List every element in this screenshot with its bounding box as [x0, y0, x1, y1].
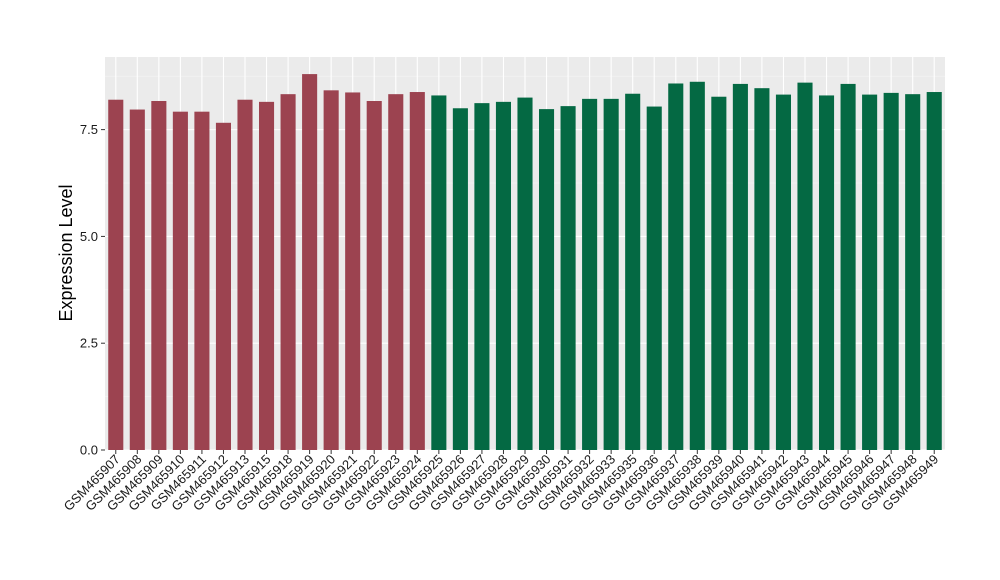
bar-GSM465928 [495, 101, 511, 450]
bar-GSM465937 [668, 83, 684, 451]
bar-GSM465907 [108, 99, 124, 450]
bar-GSM465912 [215, 122, 231, 450]
y-axis-title: Expression Level [56, 184, 76, 321]
bar-GSM465946 [862, 94, 878, 450]
bar-GSM465935 [625, 93, 641, 451]
bar-GSM465943 [797, 82, 813, 450]
bar-GSM465909 [151, 100, 167, 451]
bar-GSM465929 [517, 97, 533, 451]
bar-GSM465936 [646, 106, 662, 450]
bar-GSM465942 [775, 94, 791, 450]
bar-GSM465918 [280, 94, 296, 451]
bar-GSM465913 [237, 99, 253, 450]
y-tick-label: 0.0 [80, 443, 98, 458]
bar-GSM465922 [366, 100, 382, 451]
bar-GSM465941 [754, 88, 770, 451]
bar-GSM465948 [905, 94, 921, 451]
bar-GSM465949 [926, 92, 942, 450]
bar-GSM465938 [689, 81, 705, 450]
bar-GSM465925 [431, 95, 447, 451]
bars [108, 74, 942, 451]
bar-GSM465926 [452, 108, 468, 451]
bar-GSM465915 [259, 101, 275, 450]
bar-GSM465930 [539, 109, 555, 450]
bar-GSM465920 [323, 90, 339, 450]
y-tick-label: 2.5 [80, 336, 98, 351]
bar-GSM465947 [883, 92, 899, 451]
bar-GSM465910 [172, 111, 188, 451]
bar-GSM465932 [582, 98, 598, 451]
bar-GSM465945 [840, 83, 856, 450]
y-tick-label: 5.0 [80, 229, 98, 244]
bar-GSM465940 [732, 83, 748, 450]
bar-GSM465919 [302, 74, 318, 450]
y-tick-label: 7.5 [80, 122, 98, 137]
bar-GSM465911 [194, 111, 210, 451]
y-axis: 0.0 2.5 5.0 7.5 [80, 122, 105, 458]
bar-GSM465923 [388, 94, 404, 451]
bar-GSM465944 [819, 95, 835, 451]
bar-GSM465921 [345, 92, 361, 450]
bar-GSM465933 [603, 98, 619, 451]
bar-GSM465939 [711, 96, 727, 450]
bar-GSM465908 [129, 109, 145, 450]
x-axis: GSM465907GSM465908GSM465909GSM465910GSM4… [61, 450, 941, 514]
bar-GSM465924 [409, 92, 425, 450]
bar-GSM465927 [474, 103, 490, 451]
bar-GSM465931 [560, 106, 576, 450]
